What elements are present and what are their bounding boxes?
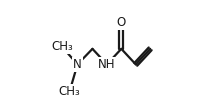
Text: NH: NH	[98, 58, 116, 71]
Text: CH₃: CH₃	[51, 40, 73, 53]
Text: CH₃: CH₃	[59, 84, 81, 98]
Text: O: O	[117, 16, 126, 29]
Text: N: N	[73, 58, 82, 71]
